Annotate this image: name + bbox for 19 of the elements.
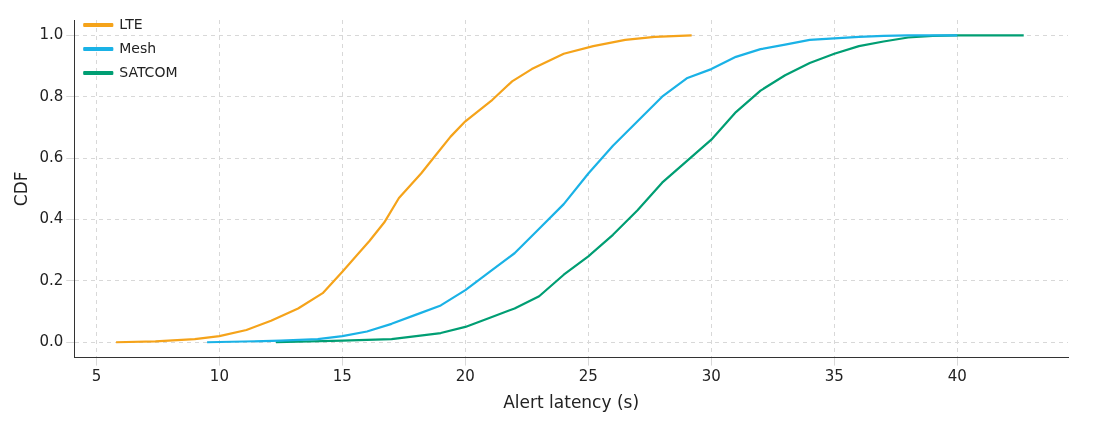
x-tick-label: 30: [701, 367, 721, 386]
x-tick-label: 25: [578, 367, 598, 386]
legend-label: Mesh: [119, 39, 157, 56]
y-tick-label: 0.2: [39, 270, 64, 289]
legend-label: LTE: [119, 15, 143, 32]
y-axis-title: CDF: [10, 171, 31, 207]
legend-label: SATCOM: [119, 63, 178, 80]
x-tick-label: 5: [91, 367, 102, 386]
y-tick-label: 1.0: [39, 25, 64, 44]
x-axis-title: Alert latency (s): [503, 392, 640, 413]
x-tick-label: 10: [209, 367, 229, 386]
y-tick-label: 0.0: [39, 332, 64, 351]
y-tick-label: 0.4: [39, 209, 64, 228]
x-tick-label: 15: [332, 367, 352, 386]
x-tick-label: 40: [947, 367, 967, 386]
y-tick-label: 0.8: [39, 86, 64, 105]
y-tick-label: 0.6: [39, 148, 64, 166]
x-tick-label: 20: [455, 367, 475, 386]
x-tick-label: 35: [824, 367, 844, 386]
